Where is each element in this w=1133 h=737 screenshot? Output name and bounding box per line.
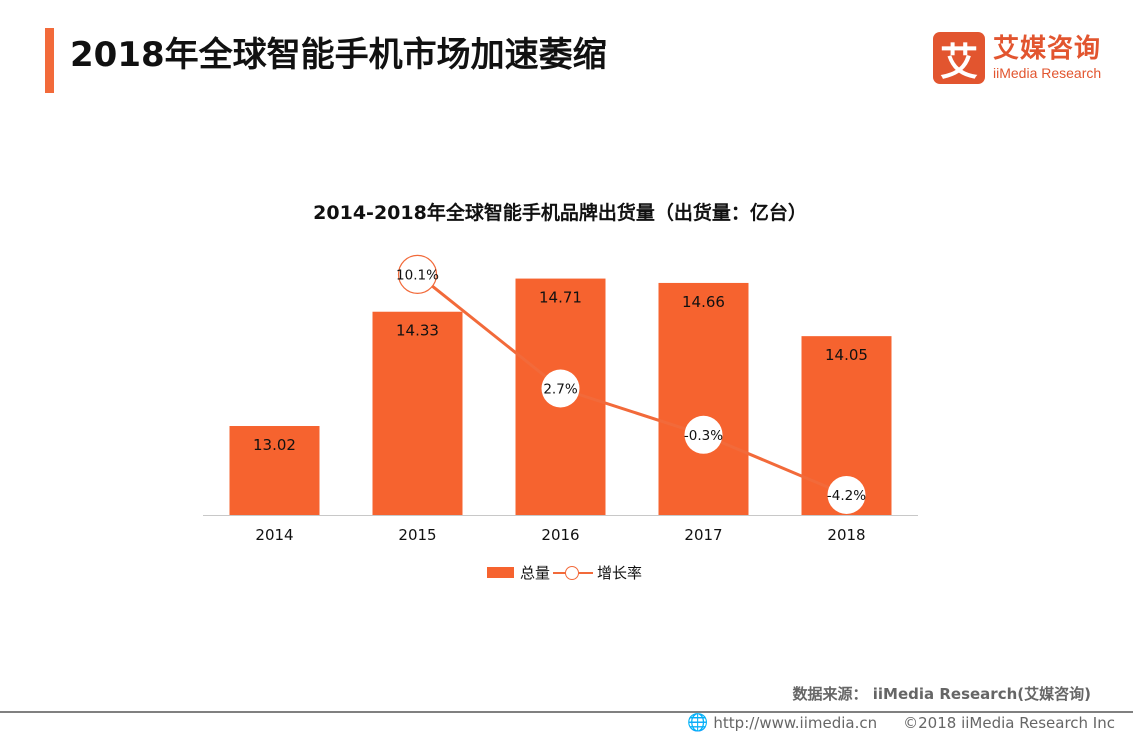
growth-rate-label: -4.2% xyxy=(827,488,866,504)
bar-2017 xyxy=(658,282,749,515)
footer: 🌐 http://www.iimedia.cn ©2018 iiMedia Re… xyxy=(687,713,1115,733)
growth-rate-marker xyxy=(397,254,438,294)
bar-value-label: 14.05 xyxy=(825,346,868,364)
bar-value-label: 13.02 xyxy=(253,436,296,454)
growth-rate-label: 2.7% xyxy=(543,382,577,398)
legend-line-marker-icon xyxy=(553,565,594,580)
x-tick-label: 2014 xyxy=(255,526,293,544)
growth-rate-label: 10.1% xyxy=(396,267,439,283)
globe-icon: 🌐 xyxy=(687,713,709,733)
footer-divider xyxy=(0,711,1133,713)
logo-name-cn: 艾媒咨询 xyxy=(993,34,1102,64)
bar-2015 xyxy=(372,311,463,515)
bar-value-label: 14.66 xyxy=(682,293,725,311)
growth-rate-marker xyxy=(684,415,723,454)
logo-name-en: iiMedia Research xyxy=(993,65,1102,81)
legend: 总量 增长率 xyxy=(487,562,642,583)
chart-title: 2014-2018年全球智能手机品牌出货量（出货量：亿台） xyxy=(313,202,807,224)
bar-value-label: 14.33 xyxy=(396,322,439,340)
bar-2014 xyxy=(229,426,320,515)
logo: 艾 艾媒咨询 iiMedia Research xyxy=(933,32,1101,84)
data-source: 数据来源： iiMedia Research(艾媒咨询) xyxy=(792,685,1091,703)
footer-url[interactable]: http://www.iimedia.cn xyxy=(713,714,878,732)
x-tick-label: 2015 xyxy=(398,526,436,544)
legend-bar-label: 总量 xyxy=(520,564,551,582)
footer-copyright: ©2018 iiMedia Research Inc xyxy=(903,714,1115,732)
growth-rate-label: -0.3% xyxy=(684,428,723,444)
title-accent-bar xyxy=(45,28,54,93)
x-tick-label: 2016 xyxy=(541,526,579,544)
growth-rate-marker xyxy=(541,369,580,408)
growth-rate-line xyxy=(416,273,848,497)
x-tick-label: 2017 xyxy=(684,526,722,544)
legend-line-label: 增长率 xyxy=(597,564,643,582)
legend-bar-swatch xyxy=(487,567,514,578)
x-tick-label: 2018 xyxy=(827,526,865,544)
page-title: 2018年全球智能手机市场加速萎缩 xyxy=(70,35,607,75)
growth-rate-marker xyxy=(827,475,866,514)
logo-icon: 艾 xyxy=(933,32,985,84)
bar-value-label: 14.71 xyxy=(539,289,582,307)
